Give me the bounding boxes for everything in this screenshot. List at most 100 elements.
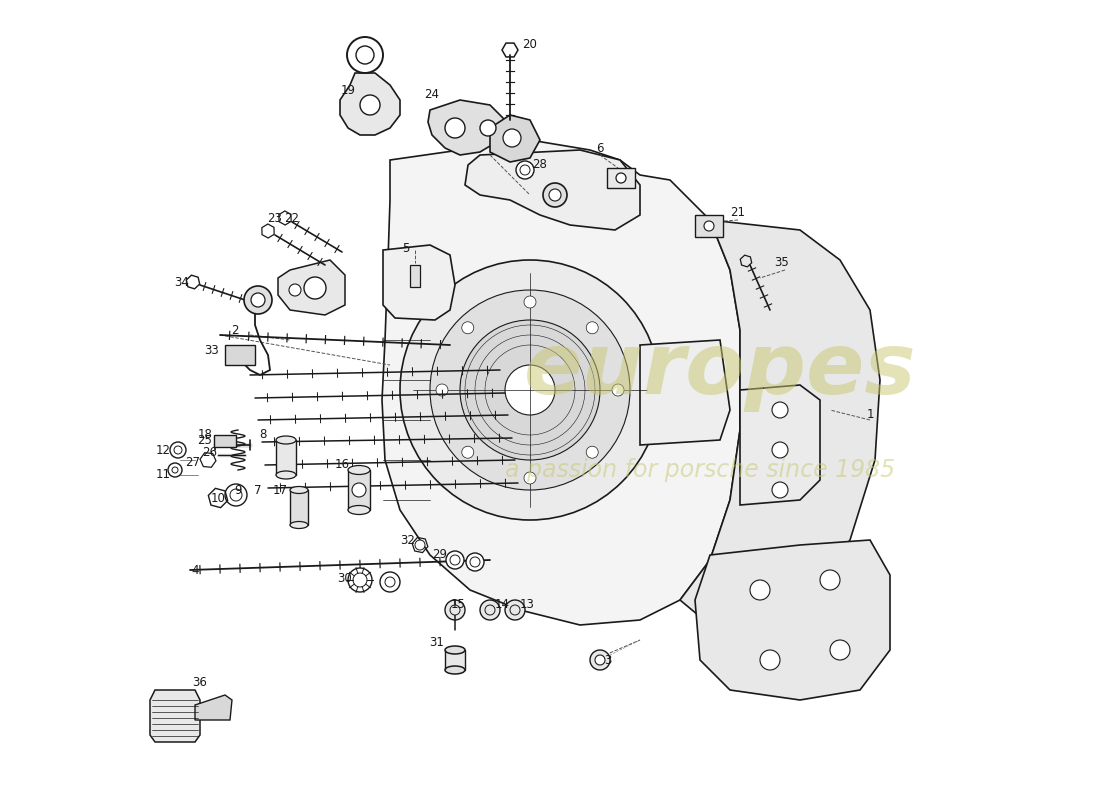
Circle shape xyxy=(516,161,534,179)
Text: 19: 19 xyxy=(341,83,355,97)
Circle shape xyxy=(415,540,425,550)
Circle shape xyxy=(586,322,598,334)
Polygon shape xyxy=(383,245,455,320)
Polygon shape xyxy=(465,150,640,230)
FancyBboxPatch shape xyxy=(214,435,236,447)
Circle shape xyxy=(352,483,366,497)
Circle shape xyxy=(244,286,272,314)
Circle shape xyxy=(820,570,840,590)
Circle shape xyxy=(549,189,561,201)
Text: 36: 36 xyxy=(192,675,208,689)
Circle shape xyxy=(353,573,367,587)
Polygon shape xyxy=(490,115,540,162)
Text: 23: 23 xyxy=(267,211,283,225)
Text: 35: 35 xyxy=(774,257,790,270)
Circle shape xyxy=(450,555,460,565)
Circle shape xyxy=(446,118,465,138)
FancyBboxPatch shape xyxy=(607,168,635,188)
Ellipse shape xyxy=(446,646,465,654)
Circle shape xyxy=(772,442,788,458)
Circle shape xyxy=(616,173,626,183)
Circle shape xyxy=(510,605,520,615)
Text: 5: 5 xyxy=(403,242,409,254)
Text: 34: 34 xyxy=(175,277,189,290)
Circle shape xyxy=(460,320,600,460)
Polygon shape xyxy=(278,260,345,315)
Circle shape xyxy=(379,572,400,592)
Circle shape xyxy=(174,446,182,454)
Text: 22: 22 xyxy=(285,211,299,225)
Text: 26: 26 xyxy=(202,446,218,459)
Text: 17: 17 xyxy=(273,483,287,497)
Circle shape xyxy=(760,650,780,670)
Text: 24: 24 xyxy=(425,89,440,102)
Circle shape xyxy=(772,402,788,418)
Text: europes: europes xyxy=(524,329,916,411)
Text: 20: 20 xyxy=(522,38,538,51)
Circle shape xyxy=(385,577,395,587)
Text: 10: 10 xyxy=(210,491,225,505)
Text: 16: 16 xyxy=(334,458,350,471)
Text: 13: 13 xyxy=(519,598,535,611)
Circle shape xyxy=(450,605,460,615)
Circle shape xyxy=(251,293,265,307)
Polygon shape xyxy=(680,220,880,625)
Text: 14: 14 xyxy=(495,598,509,611)
Text: 30: 30 xyxy=(338,571,352,585)
Circle shape xyxy=(462,446,474,458)
Text: 8: 8 xyxy=(260,429,266,442)
Circle shape xyxy=(470,557,480,567)
Circle shape xyxy=(505,600,525,620)
Polygon shape xyxy=(446,650,465,670)
Circle shape xyxy=(480,120,496,136)
Circle shape xyxy=(520,165,530,175)
Text: 9: 9 xyxy=(234,483,242,497)
Text: 31: 31 xyxy=(430,637,444,650)
Circle shape xyxy=(172,467,178,473)
FancyBboxPatch shape xyxy=(226,345,255,365)
Text: 6: 6 xyxy=(596,142,604,154)
Ellipse shape xyxy=(446,666,465,674)
Circle shape xyxy=(446,551,464,569)
Text: 25: 25 xyxy=(198,434,212,446)
FancyBboxPatch shape xyxy=(695,215,723,237)
Circle shape xyxy=(485,605,495,615)
Ellipse shape xyxy=(276,436,296,444)
Circle shape xyxy=(524,296,536,308)
Circle shape xyxy=(543,183,566,207)
Polygon shape xyxy=(428,100,505,155)
Circle shape xyxy=(772,482,788,498)
Circle shape xyxy=(230,489,242,501)
Circle shape xyxy=(436,384,448,396)
Circle shape xyxy=(462,322,474,334)
Circle shape xyxy=(503,129,521,147)
Circle shape xyxy=(168,463,182,477)
Circle shape xyxy=(595,655,605,665)
Text: 4: 4 xyxy=(191,563,199,577)
Ellipse shape xyxy=(276,471,296,479)
Circle shape xyxy=(348,568,372,592)
Circle shape xyxy=(750,580,770,600)
Text: 15: 15 xyxy=(451,598,465,611)
Text: 12: 12 xyxy=(155,443,170,457)
Text: 1: 1 xyxy=(867,409,873,422)
Polygon shape xyxy=(640,340,730,445)
Circle shape xyxy=(505,365,556,415)
Text: 3: 3 xyxy=(604,654,612,666)
Circle shape xyxy=(289,284,301,296)
Ellipse shape xyxy=(348,506,370,514)
Polygon shape xyxy=(276,440,296,475)
Circle shape xyxy=(590,650,610,670)
Polygon shape xyxy=(348,470,370,510)
Polygon shape xyxy=(150,690,200,742)
Text: 21: 21 xyxy=(730,206,746,218)
FancyBboxPatch shape xyxy=(410,265,420,287)
Polygon shape xyxy=(740,385,820,505)
Circle shape xyxy=(480,600,501,620)
Circle shape xyxy=(360,95,379,115)
Text: 11: 11 xyxy=(155,469,170,482)
Circle shape xyxy=(586,446,598,458)
Ellipse shape xyxy=(290,522,308,529)
Ellipse shape xyxy=(290,486,308,494)
Circle shape xyxy=(446,600,465,620)
